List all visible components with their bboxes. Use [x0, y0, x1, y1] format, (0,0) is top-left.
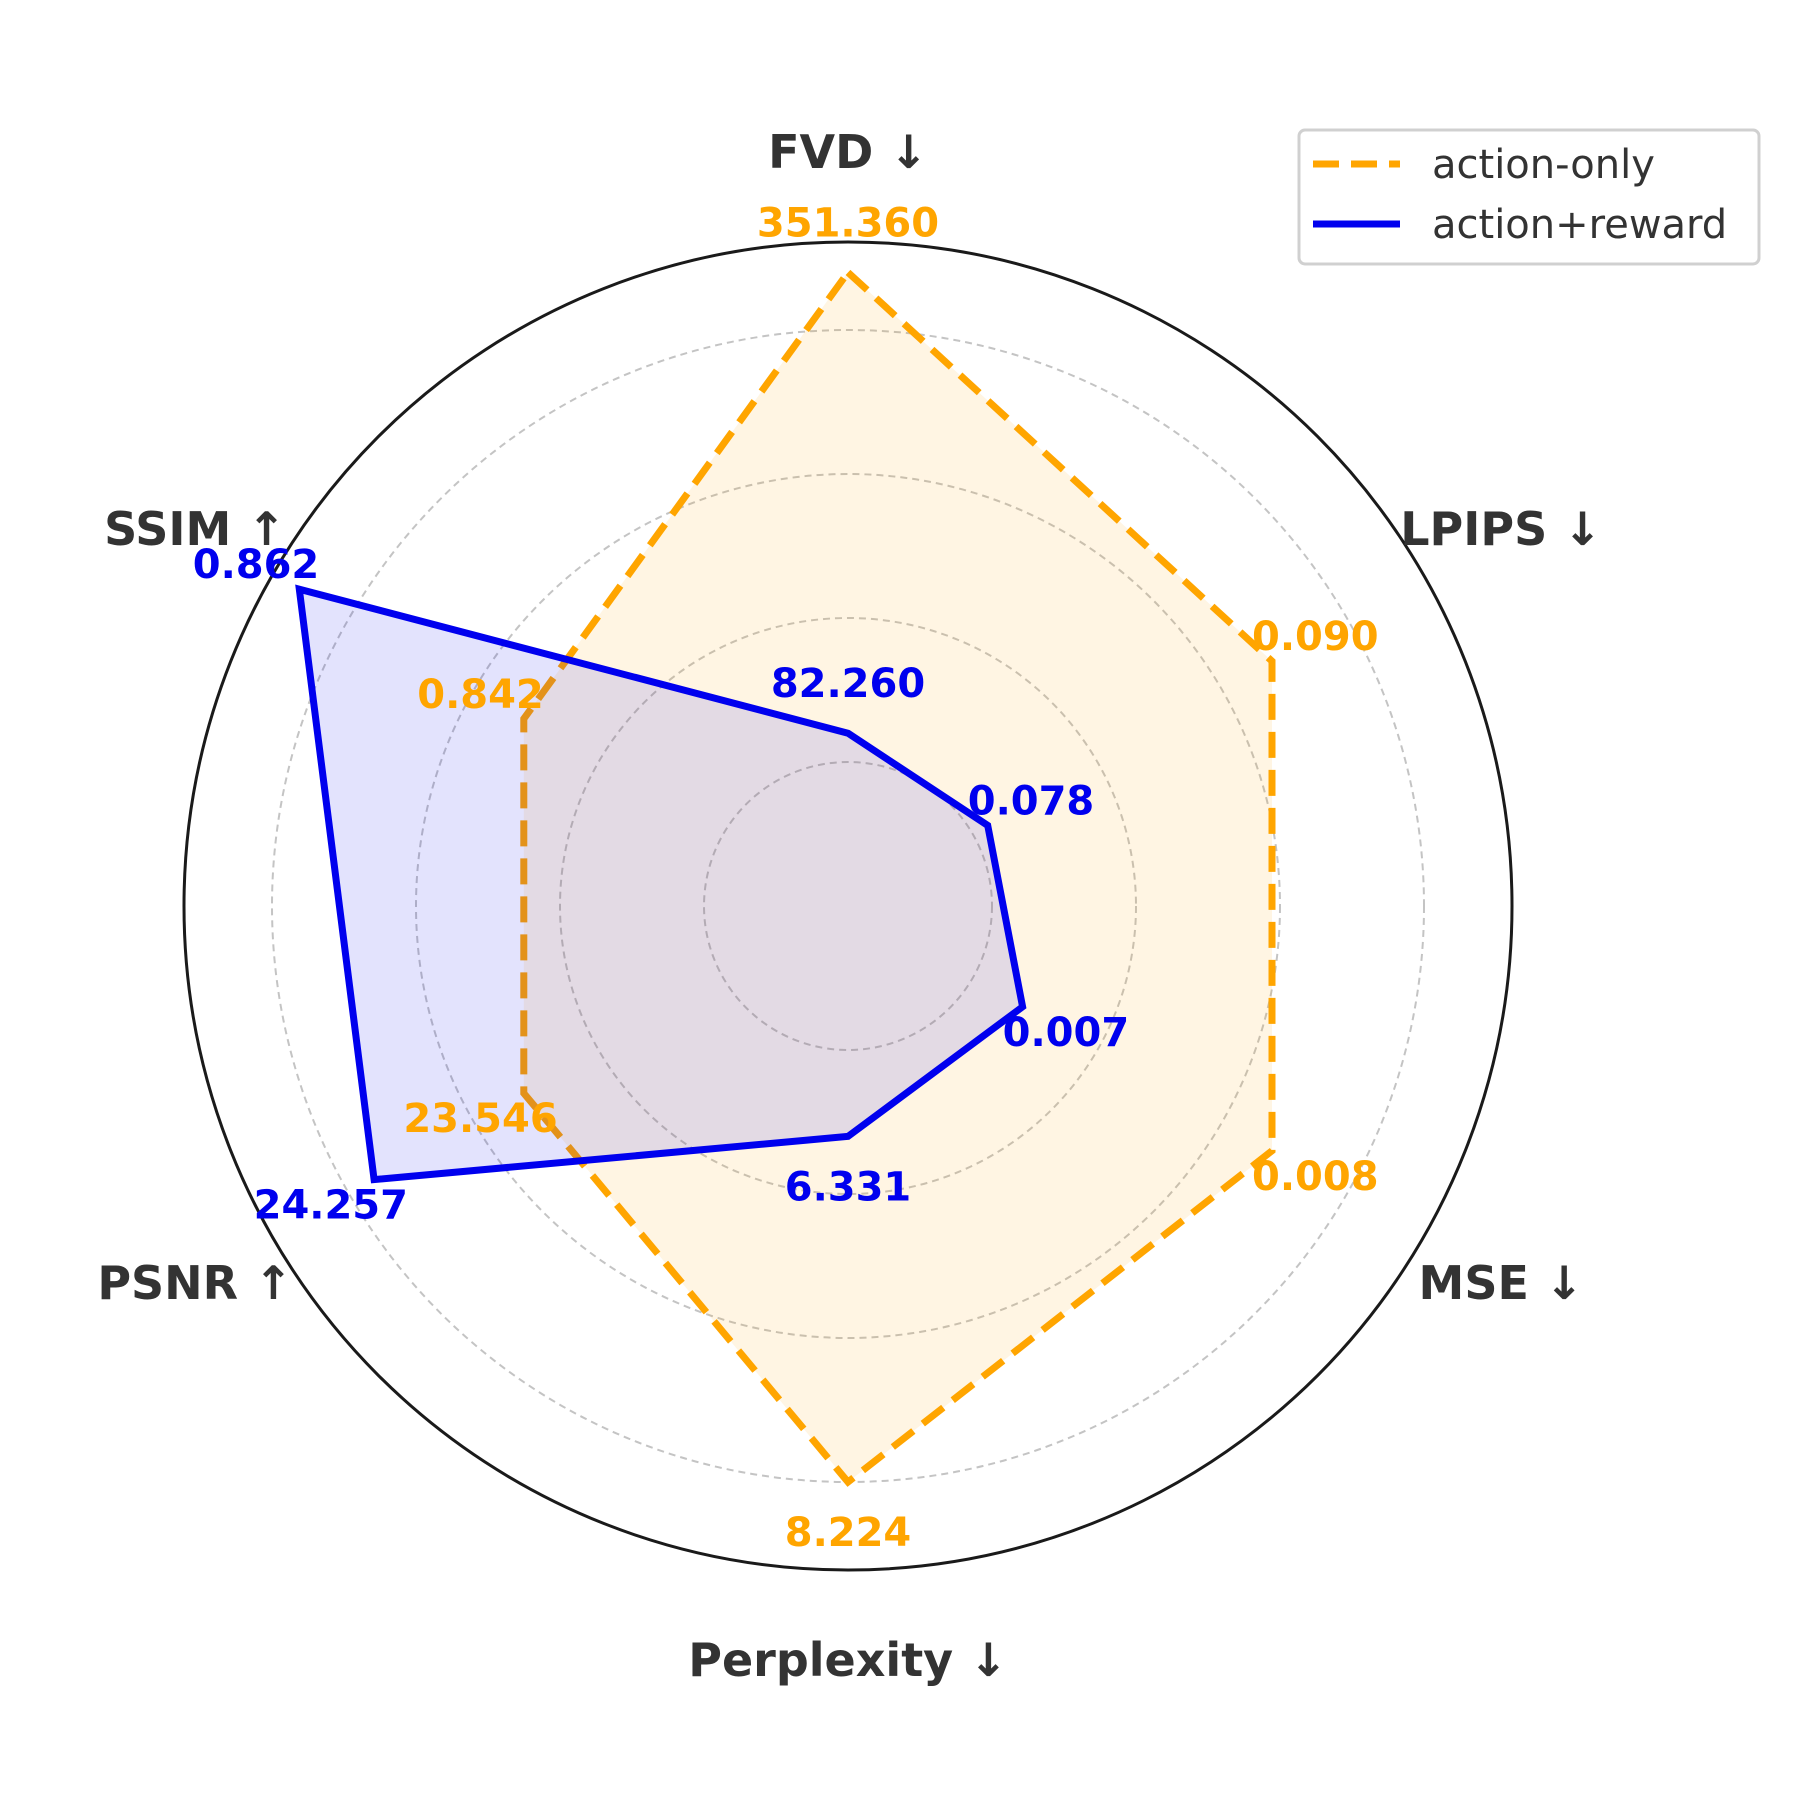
outer-ring — [182, 240, 1514, 1572]
value-label-action-only-2: 0.008 — [1252, 1154, 1379, 1200]
grid-ring-3 — [415, 473, 1281, 1339]
series-fill-action-only — [523, 272, 1272, 1482]
value-label-action-reward-5: 0.862 — [193, 542, 320, 588]
axis-label-3: Perplexity ↓ — [688, 1633, 1007, 1687]
series-line-action-reward — [295, 584, 1027, 1184]
value-label-action-only-4: 23.546 — [403, 1096, 557, 1142]
value-label-action-only-1: 0.090 — [1252, 614, 1379, 660]
value-label-action-reward-4: 24.257 — [254, 1183, 408, 1229]
value-label-action-reward-1: 0.078 — [968, 778, 1095, 824]
axis-labels: FVD ↓ LPIPS ↓ MSE ↓ Perplexity ↓ PSNR ↑ SSIM … — [97, 125, 1601, 1687]
legend-label-action-reward: action+reward — [1432, 202, 1727, 248]
value-label-action-reward-0: 82.260 — [771, 661, 925, 707]
value-label-action-reward-2: 0.007 — [1003, 1010, 1130, 1056]
axis-label-0: FVD ↓ — [768, 125, 928, 179]
axis-label-4: PSNR ↑ — [97, 1256, 292, 1310]
value-labels: 351.360 0.090 0.008 8.224 23.546 0.842 82.260 0… — [193, 200, 1379, 1556]
grid-ring-1 — [703, 761, 993, 1051]
legend-box — [1297, 128, 1761, 266]
value-label-action-only-3: 8.224 — [785, 1510, 912, 1556]
series-line-action-only — [520, 267, 1276, 1487]
radar-series — [295, 267, 1276, 1487]
value-label-action-only-5: 0.842 — [417, 672, 544, 718]
legend-label-action-only: action-only — [1432, 142, 1655, 188]
series-fill-action-reward — [299, 589, 1023, 1180]
radar-grid — [182, 240, 1514, 1572]
axis-label-1: LPIPS ↓ — [1400, 502, 1602, 556]
axis-label-5: SSIM ↑ — [104, 502, 286, 556]
grid-ring-2 — [559, 617, 1137, 1195]
axis-label-2: MSE ↓ — [1419, 1256, 1584, 1310]
legend: action-only action+reward — [1297, 128, 1761, 266]
value-label-action-only-0: 351.360 — [757, 200, 939, 246]
value-label-action-reward-3: 6.331 — [785, 1164, 912, 1210]
